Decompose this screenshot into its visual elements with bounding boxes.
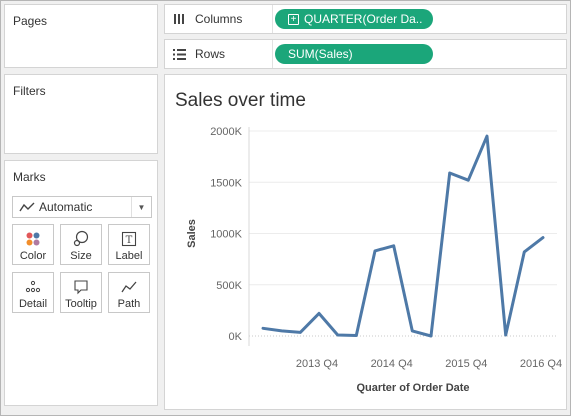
y-tick-label: 500K — [216, 280, 242, 292]
x-tick-label: 2013 Q4 — [296, 358, 338, 370]
x-tick-label: 2016 Q4 — [520, 358, 562, 370]
path-button-label: Path — [117, 298, 141, 310]
x-axis-title: Quarter of Order Date — [356, 382, 469, 394]
marks-card-title: Marks — [13, 170, 46, 184]
view-title: Sales over time — [175, 90, 306, 111]
columns-shelf[interactable]: Columns + QUARTER(Order Da.. — [164, 4, 567, 34]
filters-card-title: Filters — [13, 84, 46, 98]
size-button[interactable]: Size — [60, 224, 102, 265]
columns-shelf-label: Columns — [165, 5, 273, 33]
detail-icon — [13, 276, 53, 298]
pages-card[interactable]: Pages — [4, 4, 158, 68]
sales-series-line — [261, 134, 545, 338]
marks-card: Marks Automatic ▼ Color Size — [4, 160, 158, 406]
color-dots-icon — [13, 228, 53, 250]
path-icon — [109, 276, 149, 298]
sum-sales-pill[interactable]: SUM(Sales) — [275, 44, 433, 64]
pages-card-title: Pages — [13, 14, 48, 28]
columns-icon — [171, 12, 187, 26]
path-button[interactable]: Path — [108, 272, 150, 313]
line-mark-icon — [17, 197, 37, 217]
sales-line-chart: 0K 500K 1000K 1500K 2000K 2013 Q4 2014 Q4 2015 … — [186, 126, 562, 394]
y-axis-title: Sales — [186, 219, 198, 248]
y-tick-label: 1500K — [210, 177, 242, 189]
label-button[interactable]: T Label — [108, 224, 150, 265]
size-button-label: Size — [70, 250, 92, 262]
mark-type-label: Automatic — [39, 200, 93, 214]
color-button[interactable]: Color — [12, 224, 54, 265]
x-tick-label: 2015 Q4 — [445, 358, 487, 370]
rows-shelf-label: Rows — [165, 40, 273, 68]
y-tick-label: 1000K — [210, 229, 242, 241]
sum-sales-pill-label: SUM(Sales) — [288, 47, 353, 61]
label-icon: T — [109, 228, 149, 250]
rows-icon — [171, 47, 187, 61]
rows-shelf[interactable]: Rows SUM(Sales) — [164, 39, 567, 69]
svg-text:T: T — [126, 235, 133, 246]
quarter-order-date-pill[interactable]: + QUARTER(Order Da.. — [275, 9, 433, 29]
rows-label-text: Rows — [195, 47, 226, 61]
x-tick-label: 2014 Q4 — [371, 358, 413, 370]
tooltip-button-label: Tooltip — [65, 298, 97, 310]
label-button-label: Label — [115, 250, 143, 262]
y-tick-label: 2000K — [210, 126, 242, 138]
filters-card[interactable]: Filters — [4, 74, 158, 154]
size-icon — [61, 228, 101, 250]
detail-button[interactable]: Detail — [12, 272, 54, 313]
tooltip-button[interactable]: Tooltip — [60, 272, 102, 313]
mark-type-dropdown[interactable]: Automatic ▼ — [12, 196, 152, 218]
tooltip-icon — [61, 276, 101, 298]
view-card: Sales over time 0K 500K 1000K 1500K 2000K 201… — [164, 74, 567, 410]
y-tick-label: 0K — [229, 331, 243, 343]
chevron-down-icon[interactable]: ▼ — [131, 197, 151, 217]
color-button-label: Color — [19, 250, 47, 262]
columns-label-text: Columns — [195, 12, 243, 26]
expand-plus-icon[interactable]: + — [288, 13, 299, 25]
quarter-pill-label: QUARTER(Order Da.. — [304, 12, 423, 26]
detail-button-label: Detail — [18, 298, 48, 310]
